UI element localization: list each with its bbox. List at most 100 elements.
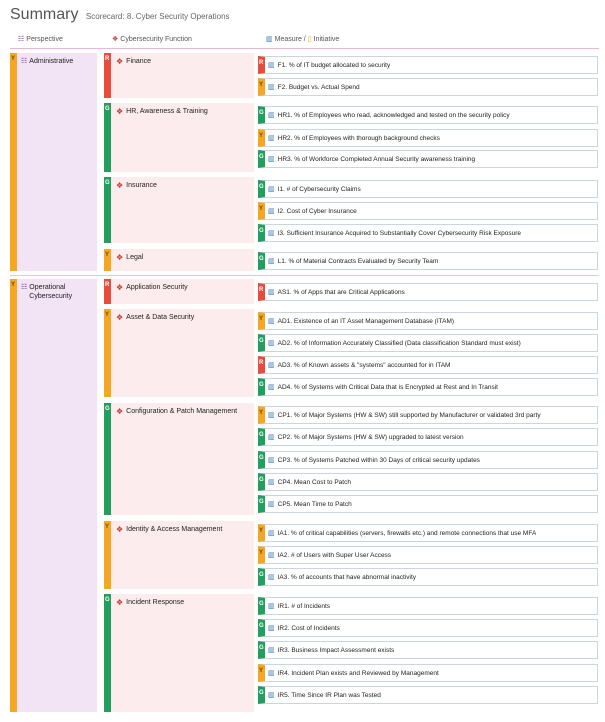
status-badge: Y — [259, 206, 264, 212]
measure-name: ▥ AS1. % of Apps that are Critical Applic… — [265, 288, 405, 297]
status-badge: G — [259, 338, 264, 344]
diamond-icon: ❖ — [116, 57, 124, 66]
status-badge: G — [259, 499, 264, 505]
function-cell[interactable]: R ❖ Application Security — [104, 279, 254, 304]
measure-row[interactable]: G ▥ CP3. % of Systems Patched within 30 Da… — [258, 451, 598, 469]
measure-label: AD2. % of Information Accurately Classif… — [277, 339, 521, 347]
diamond-icon: ❖ — [116, 598, 124, 607]
measure-row[interactable]: R ▥ AD3. % of Known assets & "systems" acc… — [258, 356, 598, 374]
measure-row[interactable]: G ▥ L1. % of Material Contracts Evaluated … — [258, 252, 598, 270]
perspective-name: ☷ Administrative — [21, 57, 97, 66]
measure-row[interactable]: Y ▥ AD1. Existence of an IT Asset Manageme… — [258, 312, 598, 330]
section-divider — [10, 275, 599, 276]
function-label: Incident Response — [126, 599, 185, 606]
measure-row[interactable]: G ▥ HR1. % of Employees who read, acknowle… — [258, 106, 598, 124]
bar-chart-icon: ▥ — [268, 258, 275, 265]
measure-label: IR4. Incident Plan exists and Reviewed b… — [277, 669, 439, 677]
measure-row[interactable]: Y ▥ F2. Budget vs. Actual Spend — [258, 78, 598, 96]
measure-row[interactable]: G ▥ IR1. # of Incidents — [258, 597, 598, 615]
measure-row[interactable]: G ▥ I1. # of Cybersecurity Claims — [258, 180, 598, 198]
bar-chart-icon: ▥ — [268, 112, 275, 119]
diamond-icon: ❖ — [116, 313, 124, 322]
measure-row[interactable]: Y ▥ IA2. # of Users with Super User Access — [258, 546, 598, 564]
status-badge: G — [259, 645, 264, 651]
status-badge: G — [259, 154, 264, 160]
diamond-icon: ❖ — [116, 407, 124, 416]
function-cell[interactable]: G ❖ Configuration & Patch Management — [104, 403, 254, 515]
measure-row[interactable]: G ▥ HR3. % of Workforce Completed Annual S… — [258, 150, 598, 168]
measure-row[interactable]: R ▥ AS1. % of Apps that are Critical Appli… — [258, 283, 598, 301]
measure-row[interactable]: G ▥ IR3. Business Impact Assessment exists — [258, 641, 598, 659]
diamond-icon: ❖ — [116, 253, 124, 262]
perspective-name: ☷ Operational Cybersecurity — [21, 283, 97, 301]
function-name: ❖ HR, Awareness & Training — [116, 107, 208, 116]
bar-chart-icon: ▥ — [268, 434, 275, 441]
measure-row[interactable]: R ▥ F1. % of IT budget allocated to securi… — [258, 56, 598, 74]
measure-name: ▥ IR2. Cost of Incidents — [265, 624, 340, 633]
function-cell[interactable]: G ❖ Insurance — [104, 177, 254, 243]
function-cell[interactable]: R ❖ Finance — [104, 53, 254, 98]
measure-name: ▥ IA1. % of critical capabilities (server… — [265, 529, 537, 538]
bar-chart-icon: ▥ — [268, 670, 275, 677]
measure-row[interactable]: G ▥ AD4. % of Systems with Critical Data t… — [258, 378, 598, 396]
measure-label: HR3. % of Workforce Completed Annual Sec… — [277, 155, 476, 163]
measure-row[interactable]: Y ▥ HR2. % of Employees with thorough back… — [258, 129, 598, 147]
status-badge: Y — [105, 524, 110, 530]
perspective-cell[interactable]: Y ☷ Operational Cybersecurity — [10, 279, 97, 712]
perspective-cell[interactable]: Y ☷ Administrative — [10, 53, 97, 271]
measure-name: ▥ I3. Sufficient Insurance Acquired to Su… — [265, 229, 522, 238]
measure-row[interactable]: G ▥ CP4. Mean Cost to Patch — [258, 473, 598, 491]
column-header-function[interactable]: ❖ Cybersecurity Function — [112, 32, 192, 46]
status-badge: Y — [259, 668, 264, 674]
measure-row[interactable]: G ▥ CP5. Mean Time to Patch — [258, 495, 598, 513]
bar-chart-icon: ▥ — [268, 362, 275, 369]
measure-row[interactable]: G ▥ I3. Sufficient Insurance Acquired to S… — [258, 224, 598, 242]
bar-chart-icon: ▥ — [268, 84, 275, 91]
measure-label: AD1. Existence of an IT Asset Management… — [277, 317, 455, 325]
bar-chart-icon: ▥ — [268, 318, 275, 325]
measure-name: ▥ CP5. Mean Time to Patch — [265, 500, 352, 509]
bar-chart-icon: ▥ — [268, 412, 275, 419]
column-header-initiative-label: Initiative — [313, 35, 340, 43]
status-badge: R — [259, 287, 264, 293]
status-badge: G — [105, 180, 110, 186]
measure-row[interactable]: G ▥ CP2. % of Major Systems (HW & SW) upgr… — [258, 428, 598, 446]
measure-label: IR2. Cost of Incidents — [277, 624, 340, 632]
bar-chart-icon: ▥ — [268, 230, 275, 237]
column-header-measure[interactable]: ▥ Measure / ▯ Initiative — [266, 32, 339, 46]
measure-row[interactable]: G ▥ IR2. Cost of Incidents — [258, 619, 598, 637]
measure-label: IA1. % of critical capabilities (servers… — [277, 529, 537, 537]
status-badge: G — [105, 106, 110, 112]
page-title-row: Summary Scorecard: 8. Cyber Security Ope… — [10, 6, 230, 26]
status-badge: G — [259, 256, 264, 262]
function-name: ❖ Configuration & Patch Management — [116, 407, 237, 416]
measure-name: ▥ F1. % of IT budget allocated to securit… — [265, 61, 390, 70]
measure-row[interactable]: G ▥ AD2. % of Information Accurately Class… — [258, 334, 598, 352]
function-cell[interactable]: G ❖ HR, Awareness & Training — [104, 103, 254, 172]
measure-row[interactable]: Y ▥ IR4. Incident Plan exists and Reviewed… — [258, 664, 598, 682]
status-badge: G — [259, 477, 264, 483]
function-cell[interactable]: Y ❖ Legal — [104, 249, 254, 271]
function-label: Application Security — [126, 284, 188, 291]
bar-chart-icon: ▥ — [268, 647, 275, 654]
function-cell[interactable]: Y ❖ Identity & Access Management — [104, 521, 254, 589]
function-cell[interactable]: G ❖ Incident Response — [104, 594, 254, 712]
measure-row[interactable]: G ▥ IA3. % of accounts that have abnormal … — [258, 568, 598, 586]
measure-label: CP5. Mean Time to Patch — [277, 500, 352, 508]
bar-chart-icon: ▥ — [268, 603, 275, 610]
measure-label: CP2. % of Major Systems (HW & SW) upgrad… — [277, 433, 464, 441]
measure-row[interactable]: Y ▥ I2. Cost of Cyber Insurance — [258, 202, 598, 220]
status-badge: Y — [259, 550, 264, 556]
status-badge: G — [259, 228, 264, 234]
column-header-perspective[interactable]: ☷ Perspective — [18, 32, 63, 46]
measure-name: ▥ I2. Cost of Cyber Insurance — [265, 207, 357, 216]
measure-name: ▥ IR5. Time Since IR Plan was Tested — [265, 691, 381, 700]
measure-label: I3. Sufficient Insurance Acquired to Sub… — [277, 229, 522, 237]
measure-row[interactable]: Y ▥ CP1. % of Major Systems (HW & SW) stil… — [258, 406, 598, 424]
measure-row[interactable]: G ▥ IR5. Time Since IR Plan was Tested — [258, 686, 598, 704]
measure-name: ▥ IA3. % of accounts that have abnormal i… — [265, 573, 416, 582]
measure-name: ▥ HR1. % of Employees who read, acknowled… — [265, 111, 510, 120]
status-badge: R — [259, 360, 264, 366]
measure-row[interactable]: Y ▥ IA1. % of critical capabilities (serve… — [258, 524, 598, 542]
function-cell[interactable]: Y ❖ Asset & Data Security — [104, 309, 254, 397]
